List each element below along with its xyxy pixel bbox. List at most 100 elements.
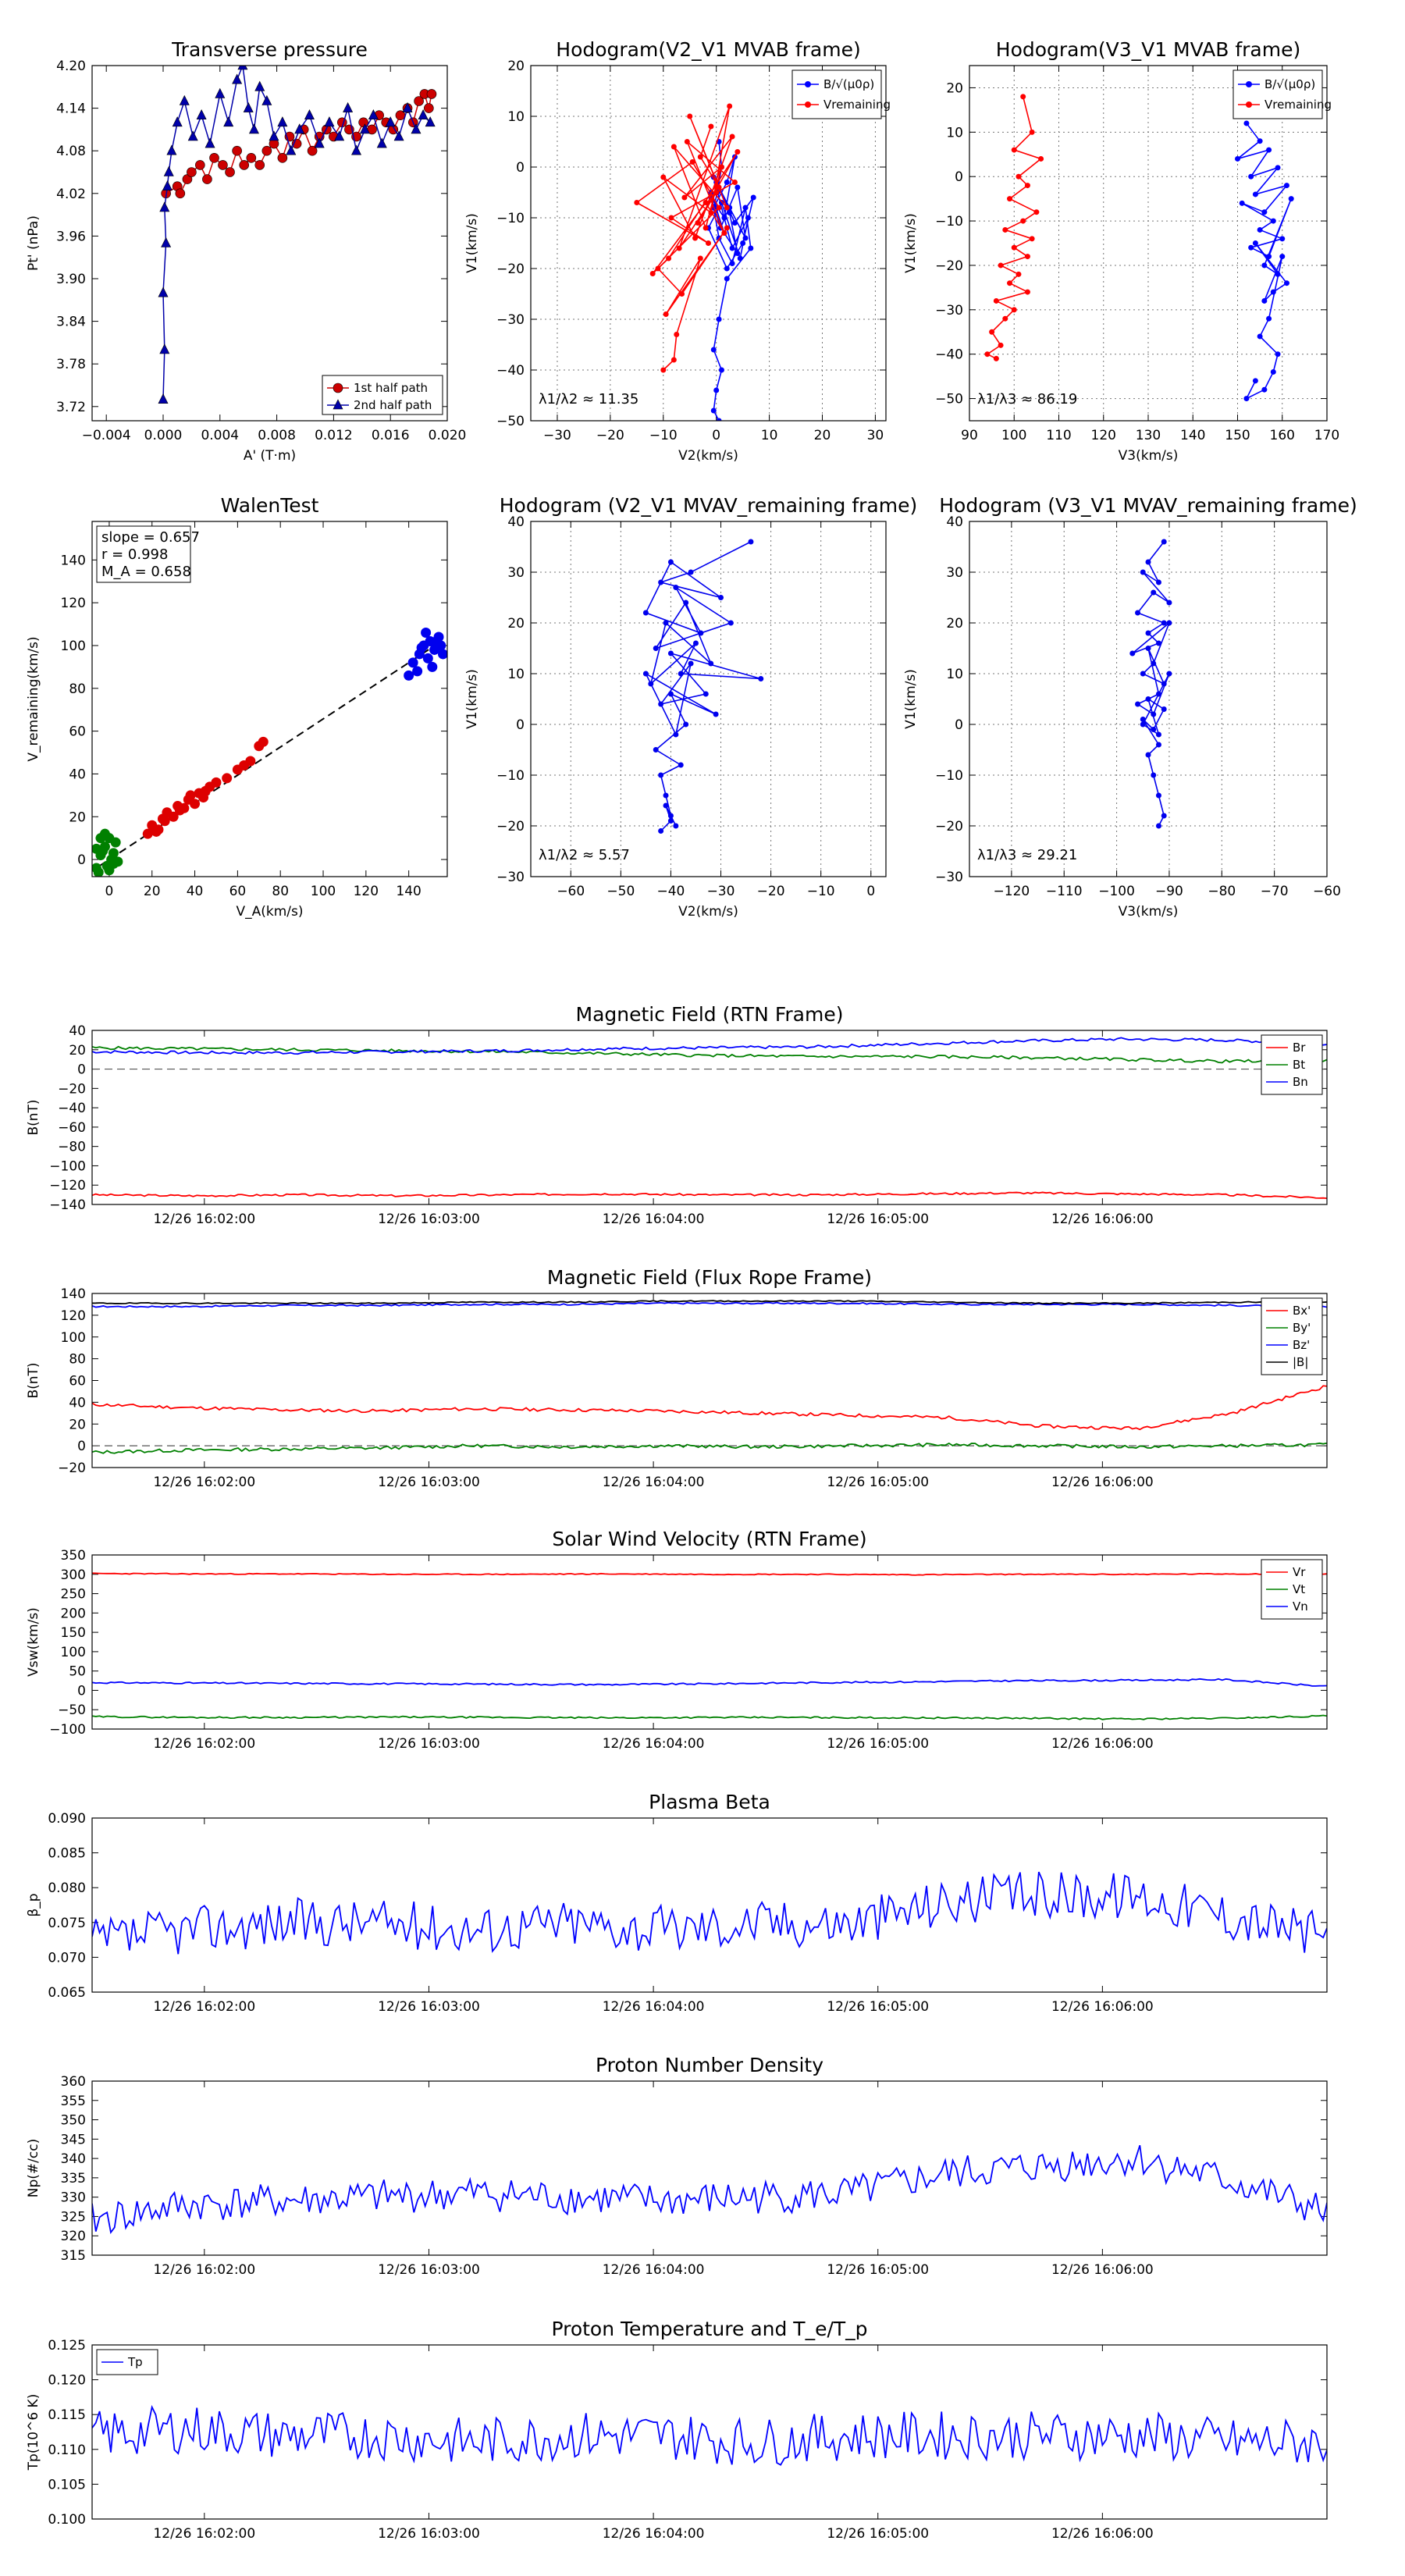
- y-tick-label: 10: [946, 125, 963, 141]
- chart-title: Plasma Beta: [649, 1791, 770, 1813]
- chart-title: Solar Wind Velocity (RTN Frame): [552, 1528, 866, 1550]
- data-point-1: [993, 297, 999, 304]
- x-tick-label: 0.004: [201, 428, 239, 443]
- data-point-0: [648, 681, 654, 687]
- data-point-0: [663, 802, 669, 809]
- data-point-1: [286, 144, 297, 155]
- data-point-1: [174, 805, 185, 816]
- x-tick-label: 12/26 16:05:00: [827, 1475, 929, 1490]
- x-tick-label: 12/26 16:06:00: [1051, 2526, 1154, 2542]
- chart-title: WalenTest: [221, 494, 319, 517]
- data-point-0: [1161, 681, 1167, 687]
- x-tick-label: −100: [1098, 884, 1135, 899]
- data-point-0: [1155, 579, 1161, 585]
- legend-label: 1st half path: [354, 381, 428, 395]
- y-tick-label: −10: [935, 214, 963, 229]
- data-point-1: [1038, 155, 1044, 162]
- data-point-1: [1016, 173, 1022, 180]
- data-point-1: [168, 811, 179, 822]
- data-point-1: [187, 130, 198, 141]
- chart-walen: 0 20 40 60 80 100 120 140 0 20 40 60 80 100 120 140 Wale…: [26, 494, 448, 920]
- data-point-0: [112, 856, 123, 867]
- data-point-1: [159, 201, 170, 212]
- data-point-1: [385, 116, 396, 127]
- x-tick-label: 170: [1314, 428, 1339, 443]
- y-tick-label: 100: [61, 1645, 86, 1660]
- data-point-1: [158, 286, 169, 297]
- data-point-1: [294, 123, 305, 134]
- y-tick-label: 3.90: [56, 272, 86, 287]
- x-tick-label: 0: [105, 884, 114, 899]
- eigen-ratio-annotation: λ1/λ2 ≈ 5.57: [539, 847, 630, 863]
- data-point-1: [205, 137, 215, 148]
- legend-label: |B|: [1293, 1355, 1308, 1369]
- data-point-0: [710, 347, 717, 353]
- data-point-0: [277, 153, 288, 163]
- x-tick-label: 12/26 16:04:00: [603, 2262, 705, 2278]
- x-tick-label: −30: [707, 884, 735, 899]
- data-point-1: [1024, 183, 1030, 189]
- data-point-0: [1145, 646, 1151, 651]
- data-point-1: [1033, 209, 1040, 215]
- x-tick-label: −80: [1208, 884, 1236, 899]
- data-layer: [92, 1572, 1327, 1720]
- data-point-1: [634, 200, 640, 205]
- y-tick-label: 335: [61, 2171, 86, 2186]
- data-point-0: [742, 205, 749, 211]
- data-point-1: [411, 123, 422, 134]
- data-point-0: [1161, 620, 1167, 626]
- chart-h31: 90 100 110 120 130 140 150 160 170−50−40−30−20−1…: [903, 38, 1339, 464]
- data-point-1: [351, 144, 362, 155]
- y-tick-label: 10: [507, 667, 525, 682]
- y-tick-label: 30: [507, 565, 525, 581]
- data-point-0: [708, 660, 714, 667]
- y-tick-label: 4.20: [56, 59, 86, 74]
- data-point-0: [1257, 333, 1263, 340]
- data-point-1: [702, 225, 709, 231]
- y-tick-label: −20: [935, 819, 963, 834]
- data-point-0: [1166, 620, 1172, 626]
- series-line-0: [92, 1871, 1327, 1955]
- y-axis-label: V1(km/s): [464, 669, 480, 729]
- y-tick-label: 300: [61, 1567, 86, 1583]
- data-point-0: [175, 188, 186, 199]
- plot-frame: [969, 521, 1328, 877]
- legend-label: Br: [1293, 1041, 1306, 1055]
- data-point-1: [993, 355, 999, 361]
- data-point-0: [1135, 701, 1141, 707]
- x-tick-label: −30: [543, 428, 571, 443]
- y-tick-label: −100: [49, 1722, 86, 1738]
- data-point-0: [1275, 165, 1281, 171]
- data-point-0: [1166, 600, 1172, 606]
- x-tick-label: 60: [229, 884, 247, 899]
- data-point-0: [718, 367, 724, 373]
- data-point-1: [402, 101, 413, 112]
- data-point-1: [689, 159, 695, 165]
- data-point-0: [1155, 742, 1161, 748]
- data-point-2: [412, 666, 423, 677]
- x-tick-label: 0.016: [372, 428, 410, 443]
- data-point-1: [716, 205, 722, 211]
- data-point-0: [1135, 610, 1141, 616]
- chart-title: Magnetic Field (RTN Frame): [576, 1003, 844, 1026]
- data-point-1: [1029, 236, 1035, 242]
- data-point-0: [742, 235, 749, 241]
- chart-h21: −30 −20 −10 0 10 20 30 −50 −40 −30 −20 −10 0 10 20 Hodo…: [464, 38, 891, 464]
- data-point-0: [1261, 297, 1268, 304]
- data-point-1: [425, 116, 436, 127]
- data-point-1: [179, 94, 190, 105]
- y-tick-label: −40: [58, 1101, 86, 1116]
- y-tick-label: 100: [61, 639, 86, 654]
- data-point-1: [359, 123, 370, 134]
- series-line-1: [92, 1442, 1327, 1454]
- data-point-1: [376, 137, 387, 148]
- data-point-0: [225, 167, 235, 177]
- data-point-2: [427, 661, 438, 672]
- x-tick-label: −40: [656, 884, 685, 899]
- chart-h21r: −60 −50 −40 −30 −20 −10 0 −30 −20 −10 0 10 20 30 40Hod…: [464, 494, 917, 920]
- data-point-0: [735, 251, 741, 256]
- data-point-0: [713, 711, 719, 717]
- data-layer: [92, 628, 447, 877]
- x-tick-label: 90: [961, 428, 978, 443]
- chart-h31r: −120 −110 −100 −90 −80 −70 −60−30−20−100102030…: [903, 494, 1357, 920]
